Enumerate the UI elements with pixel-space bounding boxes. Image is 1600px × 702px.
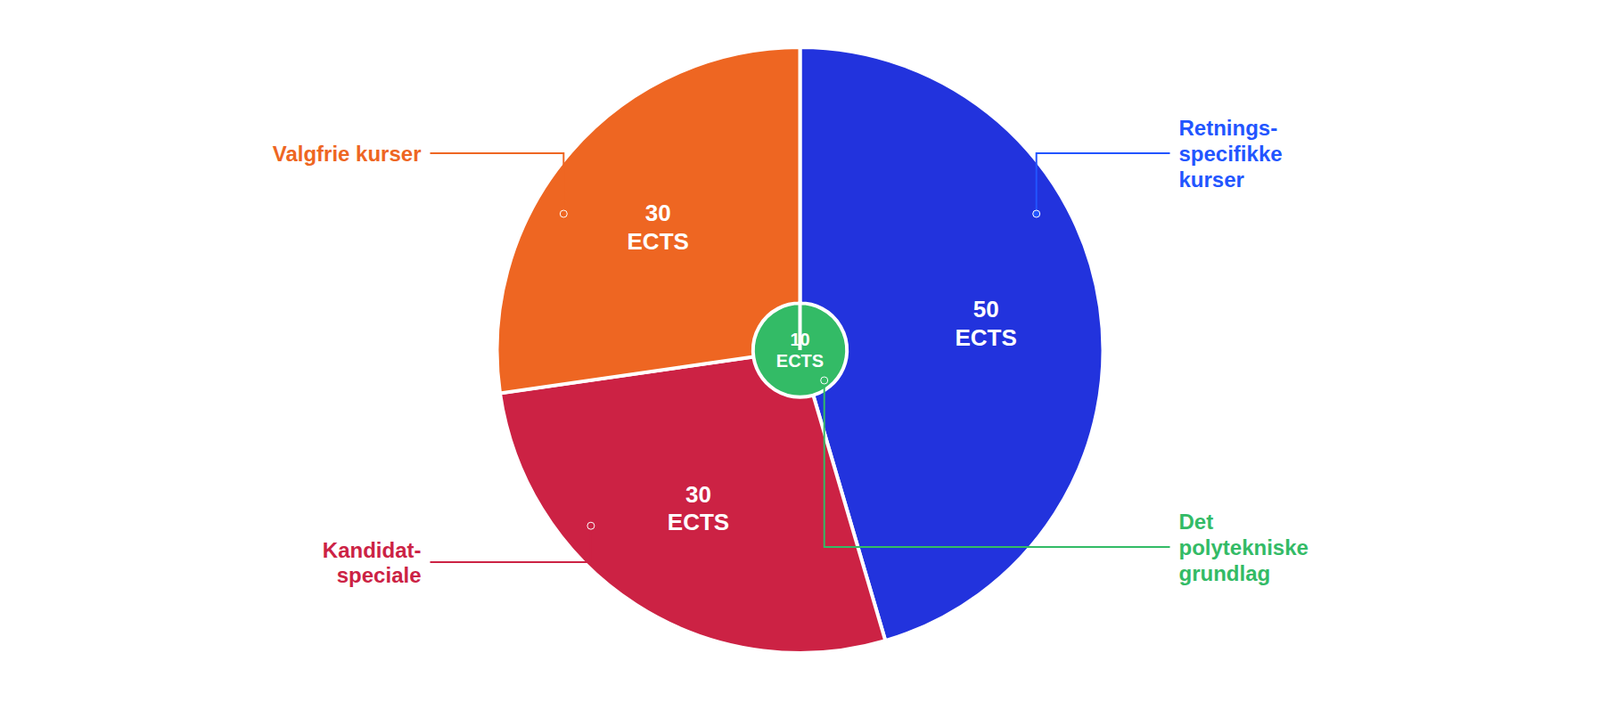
svg-text:Kandidat-speciale: Kandidat-speciale (322, 537, 422, 588)
svg-text:50ECTS: 50ECTS (954, 295, 1017, 351)
svg-text:30ECTS: 30ECTS (627, 199, 690, 255)
svg-text:Valgfrie kurser: Valgfrie kurser (272, 141, 422, 166)
svg-text:10ECTS: 10ECTS (776, 329, 824, 371)
svg-text:Detpolytekniskegrundlag: Detpolytekniskegrundlag (1179, 509, 1309, 586)
svg-text:30ECTS: 30ECTS (667, 481, 730, 536)
svg-text:Retnings-specifikkekurser: Retnings-specifikkekurser (1179, 115, 1283, 192)
